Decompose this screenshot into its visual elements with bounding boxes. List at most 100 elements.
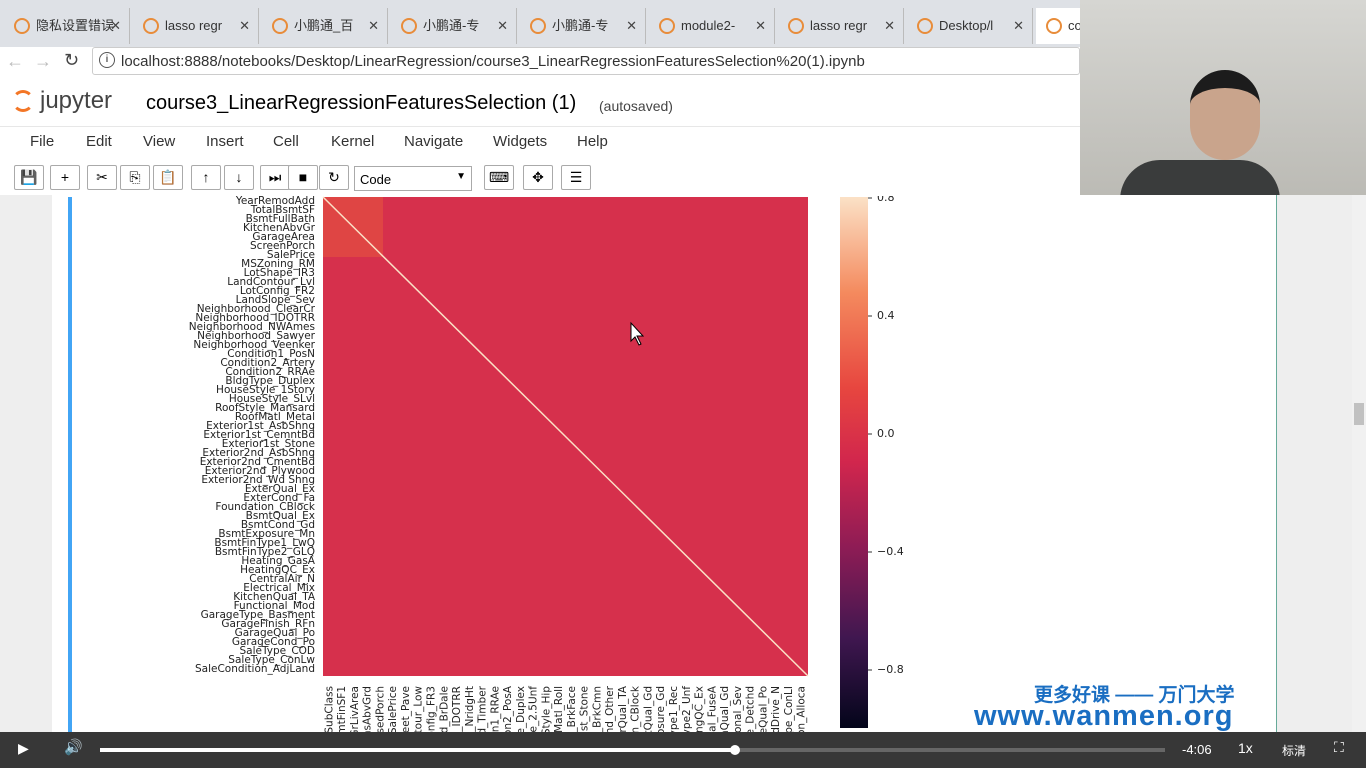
browser-tab[interactable]: lasso regr ✕ [133,8,259,44]
colorbar [840,197,868,728]
browser-tab[interactable]: 小鹏通-专 ✕ [391,8,517,44]
tab-close[interactable]: ✕ [626,18,637,33]
y-label: Foundation_CBlock [215,501,316,513]
toolbar-button[interactable]: ↻ [319,165,349,190]
x-label: SalePrice [387,686,399,734]
x-label: Config_FR3 [425,686,437,745]
x-label: 1st_Stone [579,686,591,738]
menu-item[interactable]: Edit [86,133,112,150]
mouse-cursor [630,321,645,346]
toolbar-button[interactable]: ☰ [561,165,591,190]
tab-title: 小鹏通-专 [423,18,480,33]
menu-item[interactable]: View [143,133,176,150]
tab-close[interactable]: ✕ [755,18,766,33]
forward-button[interactable]: → [34,51,52,71]
x-label: od_IDOTRR [451,686,463,745]
y-label: Electrical_Mix [243,582,315,594]
fullscreen-button[interactable]: ⛶ [1334,739,1344,755]
y-label: LotConfig_FR2 [240,285,315,297]
y-label: Functional_Mod [234,600,315,612]
tab-close[interactable]: ✕ [884,18,895,33]
tab-close[interactable]: ✕ [497,18,508,33]
y-label: BldgType_Duplex [225,375,315,387]
tab-close[interactable]: ✕ [110,18,121,33]
tab-title: 小鹏通_百 [294,18,354,33]
browser-tab[interactable]: module2- ✕ [649,8,775,44]
x-label: MSSubClass [323,686,335,749]
toolbar-button[interactable]: ↑ [191,165,221,190]
x-label: d_NridgHt [464,686,476,738]
logo-icon[interactable] [12,90,34,112]
tab-close[interactable]: ✕ [239,18,250,33]
x-label: ntion_Alloca [796,686,808,750]
toolbar-button[interactable]: ⌨ [484,165,514,190]
save-status: (autosaved) [599,98,673,114]
y-label: ExterQual_Ex [245,483,315,495]
quality-button[interactable]: 标清 [1282,744,1307,758]
play-button[interactable]: ▶ [18,740,29,756]
colorbar-tick-label: 0.8 [877,191,895,204]
y-label: GarageArea [252,231,315,243]
browser-tab[interactable]: 小鹏通-专 ✕ [520,8,646,44]
x-label: r1st_BrkFace [566,686,578,753]
tab-title: co [1068,18,1082,33]
colorbar-tick-label: 0.4 [877,309,895,322]
tab-close[interactable]: ✕ [368,18,379,33]
x-label: ood_Timber [477,685,489,747]
y-label: BsmtCond_Gd [241,519,315,531]
menu-item[interactable]: Widgets [493,133,548,150]
logo-text[interactable]: jupyter [40,87,113,114]
url-field[interactable]: i localhost:8888/notebooks/Desktop/Linea… [92,47,1080,75]
menu-item[interactable]: Kernel [331,133,375,150]
x-label: tyle_2.5Unf [528,686,540,746]
tab-title: Desktop/l [939,18,994,33]
y-label: TotalBsmtSF [250,204,315,216]
y-label: Exterior2nd_Plywood [205,465,315,477]
scroll-thumb[interactable] [1354,403,1364,425]
browser-tab[interactable]: Desktop/l ✕ [907,8,1033,44]
menu-item[interactable]: Navigate [404,133,464,150]
x-label: fStyle_Hip [540,686,552,739]
toolbar-button[interactable]: ⏭ [260,165,290,190]
y-label: Condition2_Artery [220,357,315,369]
cell-type-select[interactable]: Code ▼ [354,166,472,191]
y-label: MSZoning_RM [241,258,315,270]
x-label: tional_Sev [732,686,744,740]
y-label: BsmtFullBath [246,213,315,225]
tab-title: 隐私设置错误 [36,18,115,33]
y-label: HeatingQC_Ex [240,564,315,576]
y-label: Exterior1st_Stone [222,438,315,450]
volume-button[interactable]: 🔊 [64,739,83,756]
scrollbar[interactable] [1352,195,1366,732]
toolbar-button[interactable]: ✥ [523,165,553,190]
toolbar-button[interactable]: ↓ [224,165,254,190]
browser-tab[interactable]: 小鹏通_百 ✕ [262,8,388,44]
notebook-title[interactable]: course3_LinearRegressionFeaturesSelectio… [146,92,577,114]
browser-tab[interactable]: lasso regr ✕ [778,8,904,44]
toolbar-button[interactable]: + [50,165,80,190]
tab-close[interactable]: ✕ [1013,18,1024,33]
toolbar-button[interactable]: ✂ [87,165,117,190]
toolbar-button[interactable]: 💾 [14,165,44,190]
progress-track[interactable] [100,745,1165,755]
toolbar-button[interactable]: 📋 [153,165,183,190]
menu-bar [0,126,1080,160]
y-label: KitchenAbvGr [243,222,316,234]
browser-tab[interactable]: 隐私设置错误 ✕ [4,8,130,44]
toolbar-button[interactable]: ■ [288,165,318,190]
tab-icon [917,18,933,34]
menu-item[interactable]: Insert [206,133,244,150]
menu-item[interactable]: File [30,133,55,150]
menu-item[interactable]: Help [577,133,608,150]
back-button[interactable]: ← [6,51,24,71]
reload-button[interactable]: ↻ [64,50,80,70]
y-label: BsmtExposure_Mn [218,528,315,540]
progress-handle[interactable] [730,745,740,755]
x-label: Type_ConLI [783,686,795,746]
x-label: mtFinSF1 [336,686,348,735]
menu-item[interactable]: Cell [273,133,299,150]
y-label: Heating_GasA [241,555,315,567]
speed-button[interactable]: 1x [1238,740,1253,756]
toolbar-button[interactable]: ⎘ [120,165,150,190]
x-label: Street_Pave [400,686,412,748]
